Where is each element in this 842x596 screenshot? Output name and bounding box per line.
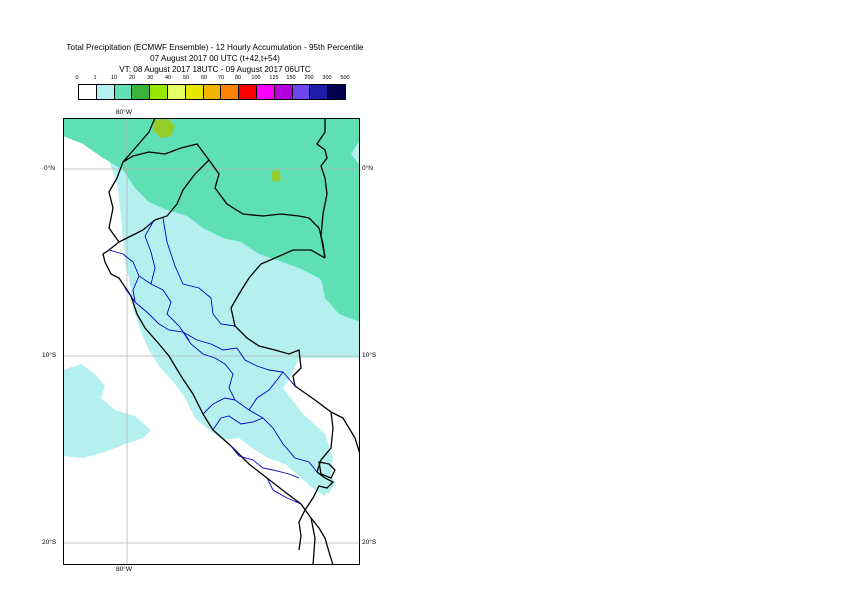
legend-swatch-14 bbox=[328, 85, 345, 99]
legend-label-300: 300 bbox=[322, 75, 332, 81]
peru-brazil-border bbox=[230, 249, 334, 473]
legend-swatch-11 bbox=[274, 85, 293, 99]
region-border-4 bbox=[144, 221, 156, 285]
lake-titicaca bbox=[318, 461, 336, 479]
precip-area-moderate-east bbox=[319, 268, 360, 322]
legend-label-125: 125 bbox=[269, 75, 279, 81]
legend-label-70: 70 bbox=[217, 75, 225, 81]
legend-label-50: 50 bbox=[182, 75, 190, 81]
region-border-5 bbox=[182, 331, 264, 419]
ecuador-border bbox=[118, 159, 210, 243]
legend-swatch-2 bbox=[114, 85, 133, 99]
legend-swatch-8 bbox=[221, 85, 240, 99]
lat-label-10-right: 10°S bbox=[362, 352, 377, 359]
region-border-3 bbox=[162, 217, 236, 327]
region-border-8 bbox=[212, 415, 318, 473]
legend-labels: 0 1 10 20 30 40 50 60 70 80 100 125 150 … bbox=[69, 75, 359, 85]
legend-swatch-0 bbox=[79, 85, 97, 99]
legend-label-100: 100 bbox=[251, 75, 261, 81]
legend-label-80: 80 bbox=[234, 75, 242, 81]
legend-label-500: 500 bbox=[340, 75, 350, 81]
region-border-12 bbox=[124, 287, 136, 303]
region-border-7 bbox=[202, 397, 236, 415]
legend-swatch-7 bbox=[203, 85, 222, 99]
colombia-border bbox=[122, 143, 326, 259]
lat-label-0-right: 0°N bbox=[362, 165, 373, 172]
precip-area-heavy-east bbox=[271, 170, 281, 182]
legend-swatch-13 bbox=[310, 85, 329, 99]
chile-bolivia-border bbox=[310, 517, 334, 565]
region-border-1 bbox=[108, 249, 190, 341]
bolivia-brazil-border bbox=[330, 411, 360, 455]
legend-swatch-3 bbox=[132, 85, 151, 99]
peru-bolivia-border bbox=[298, 471, 335, 551]
legend-label-30: 30 bbox=[146, 75, 154, 81]
legend-swatch-5 bbox=[167, 85, 186, 99]
chart-title: Total Precipitation (ECMWF Ensemble) - 1… bbox=[40, 43, 390, 75]
region-border-11 bbox=[266, 477, 302, 505]
legend-swatch-1 bbox=[96, 85, 115, 99]
legend-swatch-4 bbox=[150, 85, 168, 99]
legend-swatch-9 bbox=[239, 85, 257, 99]
lon-label-bottom: 80°W bbox=[116, 566, 132, 573]
region-border-6 bbox=[196, 339, 296, 387]
legend-swatch-10 bbox=[256, 85, 275, 99]
legend-label-1: 1 bbox=[93, 75, 97, 81]
venezuela-border bbox=[316, 118, 328, 259]
legend-label-10: 10 bbox=[110, 75, 118, 81]
region-border-2 bbox=[132, 275, 198, 341]
precip-area-heavy-north bbox=[153, 118, 175, 138]
lat-label-20-right: 20°S bbox=[362, 539, 377, 546]
map-canvas bbox=[63, 118, 360, 565]
region-border-10 bbox=[230, 445, 300, 479]
title-line-1: Total Precipitation (ECMWF Ensemble) - 1… bbox=[66, 43, 364, 52]
precipitation-map bbox=[63, 118, 360, 565]
lat-label-20-left: 20°S bbox=[42, 539, 57, 546]
map-border bbox=[63, 118, 360, 565]
legend-label-200: 200 bbox=[304, 75, 314, 81]
legend-swatch-6 bbox=[185, 85, 204, 99]
title-line-2: 07 August 2017 00 UTC (t+42,t+54) bbox=[150, 53, 280, 63]
legend-label-60: 60 bbox=[200, 75, 208, 81]
lat-label-10-left: 10°S bbox=[42, 352, 57, 359]
title-line-3: VT: 08 August 2017 18UTC - 09 August 201… bbox=[119, 64, 311, 74]
legend-swatch-12 bbox=[292, 85, 311, 99]
legend-label-20: 20 bbox=[128, 75, 136, 81]
legend-label-150: 150 bbox=[286, 75, 296, 81]
lon-label-top: 80°W bbox=[116, 109, 132, 116]
precip-area-light-west bbox=[63, 364, 151, 458]
precip-area-light-south bbox=[289, 458, 335, 494]
legend-color-bar bbox=[78, 84, 346, 100]
legend-label-40: 40 bbox=[164, 75, 172, 81]
lat-label-0-left: 0°N bbox=[44, 165, 55, 172]
legend-label-0: 0 bbox=[75, 75, 79, 81]
region-border-9 bbox=[248, 371, 284, 411]
precip-area-moderate-north bbox=[63, 118, 360, 318]
